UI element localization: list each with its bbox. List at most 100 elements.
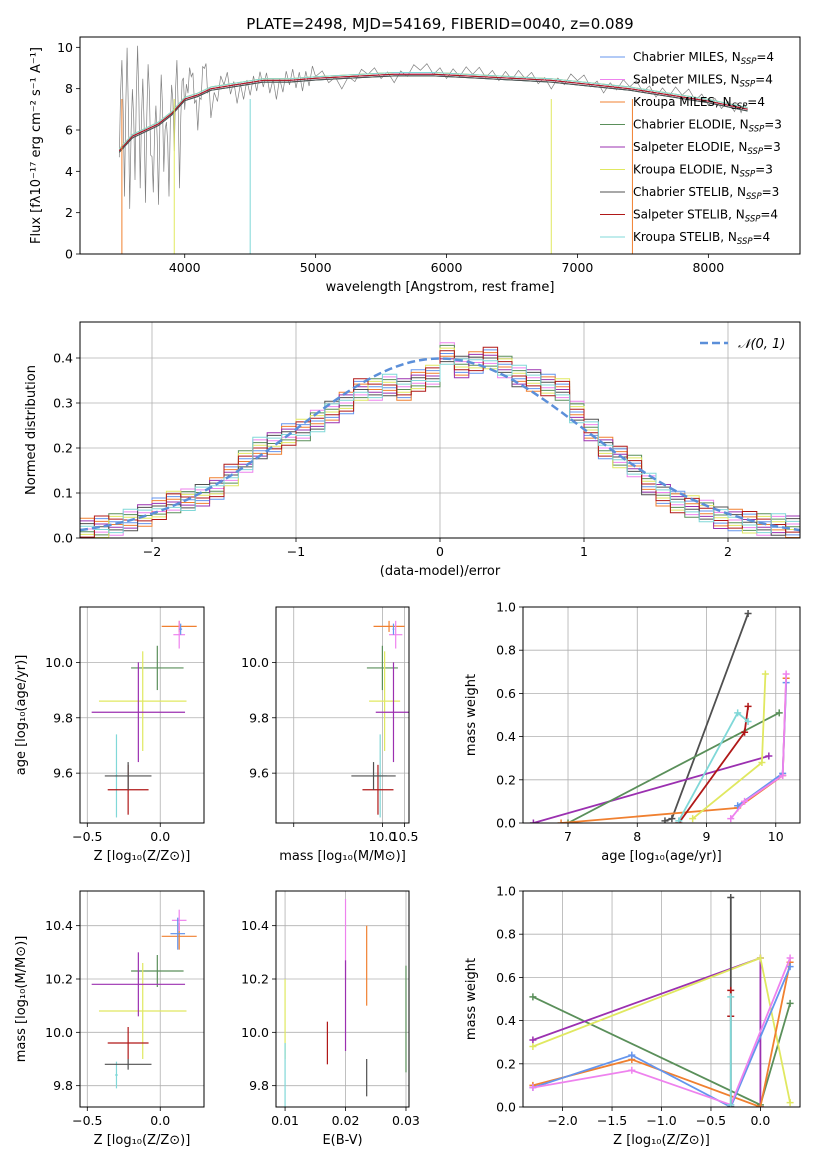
x-tick-label: −0.5: [72, 1113, 102, 1128]
weight-marker-8: [727, 986, 735, 994]
y-tick-label: 0.4: [496, 729, 516, 744]
legend-label-6: Kroupa ELODIE, NSSP=3: [633, 163, 773, 180]
x-tick-label: 5000: [300, 260, 332, 275]
axes-frame: [522, 606, 801, 824]
weight-marker-8: [744, 702, 752, 710]
weight-marker-4: [756, 1103, 764, 1107]
weight-marker-6: [786, 954, 794, 962]
y-tick-label: 0.6: [496, 686, 516, 701]
x-axis-label: E(B-V): [322, 1133, 362, 1148]
weight-marker-4: [557, 819, 565, 823]
x-axis-label: (data-model)/error: [380, 564, 501, 579]
weight-marker-7: [727, 893, 735, 901]
model-line-9: [118, 72, 748, 150]
x-axis-label: age [log₁₀(age/yr)]: [601, 849, 722, 864]
y-tick-label: 10.0: [45, 1025, 73, 1040]
weight-line-4: [532, 962, 791, 1107]
weight-marker-3: [786, 1099, 794, 1107]
plot-area: [351, 620, 409, 818]
y-tick-label: 10.0: [45, 655, 73, 670]
weight-marker-3: [564, 819, 572, 823]
chart-age-weight: 7 8 9 10 0.0 0.2 0.4 0.6 0.8 1.0 age [log₁₀(age/yr…: [464, 600, 801, 864]
axes-frame: [275, 890, 410, 1108]
x-tick-label: 0.0: [750, 1113, 770, 1128]
weight-line-6: [730, 673, 788, 820]
y-tick-label: 0.2: [53, 441, 73, 456]
y-tick-label: 9.6: [53, 766, 73, 781]
weight-marker-6: [741, 797, 749, 805]
x-tick-label: 1: [580, 544, 588, 559]
weight-marker-7: [689, 815, 697, 823]
y-axis-label: age [log₁₀(age/yr)]: [14, 655, 29, 776]
plot-area: [529, 609, 790, 823]
y-tick-label: 0.2: [496, 772, 516, 787]
chart-z-weight: −2.0 −1.5 −1.0 −0.5 0.0 0.0 0.2 0.4 0.6 0.8 1.0 Z […: [464, 884, 801, 1148]
weight-marker-9: [727, 993, 735, 1001]
weight-marker-1: [668, 815, 676, 823]
axes-frame: [275, 606, 410, 824]
x-tick-label: −2.0: [547, 1113, 577, 1128]
y-tick-label: 10.0: [241, 1025, 269, 1040]
histogram-8: [80, 346, 800, 538]
x-axis-label: Z [log₁₀(Z/Z⊙)]: [94, 849, 191, 864]
y-tick-label: 0.4: [496, 1013, 516, 1028]
legend-label-8: Salpeter STELIB, NSSP=4: [633, 208, 778, 225]
chart-z-age: −0.5 0.0 9.6 9.8 10.0 Z [log₁₀(Z/Z⊙)] age [log…: [14, 606, 205, 864]
axes-frame: [79, 890, 205, 1108]
x-tick-label: 0: [436, 544, 444, 559]
histogram-9: [80, 358, 800, 534]
y-tick-label: 10.0: [241, 655, 269, 670]
weight-marker-3: [529, 1043, 537, 1051]
chart-residuals: −2 −1 0 1 2 0.0 0.1 0.2 0.3 0.4 (data-model)/error…: [24, 321, 801, 579]
x-tick-label: 7: [564, 829, 572, 844]
y-tick-label: 0.8: [496, 927, 516, 942]
x-axis-label: Z [log₁₀(Z/Z⊙)]: [94, 1133, 191, 1148]
weight-marker-9: [744, 717, 752, 725]
legend-label-7: Chabrier STELIB, NSSP=3: [633, 185, 779, 202]
weight-marker-1: [529, 993, 537, 1001]
legend-label-gaussian: 𝒩(0, 1): [738, 337, 785, 352]
legend-label-9: Kroupa STELIB, NSSP=4: [633, 230, 770, 247]
y-tick-label: 4: [65, 164, 73, 179]
weight-line-3: [567, 712, 780, 823]
weight-marker-6: [529, 1084, 537, 1092]
weight-marker-6: [779, 771, 787, 779]
x-tick-label: −0.5: [696, 1113, 726, 1128]
x-tick-label: −1.5: [597, 1113, 627, 1128]
x-tick-label: 2: [724, 544, 732, 559]
x-axis-label: wavelength [Angstrom, rest frame]: [326, 280, 555, 295]
y-tick-label: 0.2: [496, 1056, 516, 1071]
y-tick-label: 10.2: [241, 972, 269, 987]
x-tick-label: 10: [768, 829, 784, 844]
legend-label-5: Salpeter ELODIE, NSSP=3: [633, 140, 781, 157]
weight-marker-2: [529, 1036, 537, 1044]
plot-area: [91, 620, 197, 818]
x-tick-label: 0.0: [150, 1113, 170, 1128]
axes-frame: [79, 36, 801, 255]
y-tick-label: 9.8: [53, 1078, 73, 1093]
figure-title: PLATE=2498, MJD=54169, FIBERID=0040, z=0…: [246, 15, 633, 33]
weight-line-5: [532, 966, 791, 1107]
y-tick-label: 0.4: [53, 351, 73, 366]
weight-marker-3: [775, 709, 783, 717]
y-tick-label: 10.2: [45, 972, 73, 987]
x-tick-label: 0.01: [271, 1113, 299, 1128]
legend-label-3: Kroupa MILES, NSSP=4: [633, 95, 765, 112]
weight-marker-2: [529, 819, 537, 823]
weight-line-4: [561, 678, 788, 823]
weight-marker-7: [761, 670, 769, 678]
y-tick-label: 0: [65, 247, 73, 262]
y-tick-label: 6: [65, 123, 73, 138]
x-tick-label: 0.0: [150, 829, 170, 844]
y-tick-label: 0.3: [53, 396, 73, 411]
x-tick-label: 8: [633, 829, 641, 844]
model-line-8: [118, 73, 748, 152]
y-tick-label: 0.0: [496, 1100, 516, 1115]
plot-area: [284, 899, 407, 1107]
data-spectrum-line: [118, 45, 748, 209]
legend-label-2: Salpeter MILES, NSSP=4: [633, 73, 773, 90]
y-tick-label: 2: [65, 205, 73, 220]
x-tick-label: 8000: [692, 260, 724, 275]
